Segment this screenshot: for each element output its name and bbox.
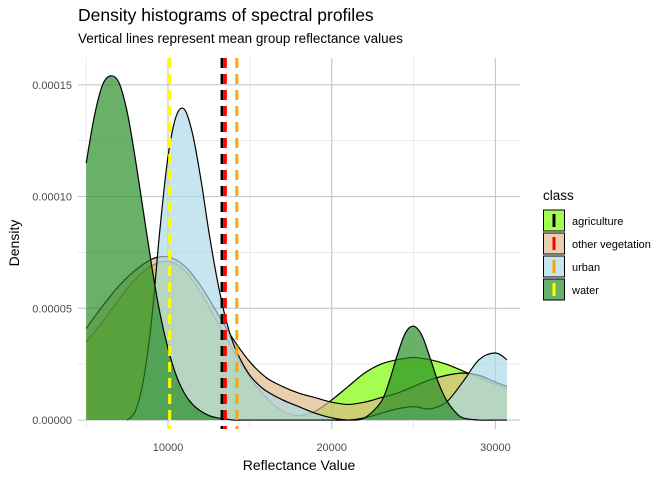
x-tick-label: 10000: [153, 442, 184, 454]
legend-label-other-vegetation: other vegetation: [572, 239, 651, 251]
density-curve-water: [85, 75, 507, 421]
density-area-urban: [127, 108, 507, 421]
legend: class agriculture other vegetation urban wa…: [543, 188, 651, 301]
y-tick-label: 0.00010: [32, 192, 72, 204]
x-tick-label: 30000: [480, 442, 511, 454]
legend-label-agriculture: agriculture: [572, 216, 623, 228]
chart-title: Density histograms of spectral profiles: [78, 5, 374, 25]
x-tick-label: 20000: [316, 442, 347, 454]
legend-label-urban: urban: [572, 262, 600, 274]
x-axis-label: Reflectance Value: [243, 457, 356, 473]
axis-ticks: 10000 20000 30000 0.00000 0.00005 0.00010 0.00…: [32, 80, 511, 454]
density-curve-other-vegetation: [85, 255, 508, 406]
y-tick-label: 0.00015: [32, 80, 72, 92]
y-axis-label: Density: [6, 220, 22, 267]
chart-subtitle: Vertical lines represent mean group refl…: [78, 31, 403, 46]
mean-lines: [168, 58, 239, 429]
density-areas: [85, 75, 508, 421]
density-area-water: [86, 75, 507, 421]
legend-title: class: [543, 188, 574, 203]
legend-label-water: water: [571, 285, 599, 297]
y-tick-label: 0.00005: [32, 303, 72, 315]
y-tick-label: 0.00000: [32, 415, 72, 427]
